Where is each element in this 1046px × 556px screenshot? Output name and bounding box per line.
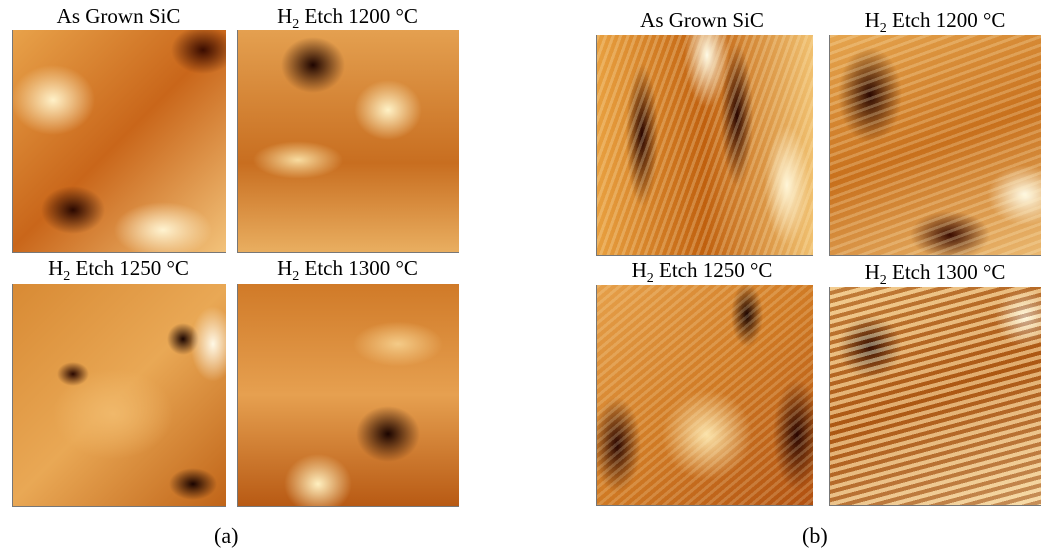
title-text: Etch 1300 °C (887, 260, 1006, 284)
image-title: As Grown SiC (592, 8, 812, 33)
afm-image (596, 35, 813, 256)
panel-label: (b) (802, 523, 828, 549)
image-title: H2 Etch 1250 °C (12, 256, 225, 285)
title-subscript: 2 (880, 21, 887, 36)
image-title: H2 Etch 1200 °C (826, 8, 1044, 37)
afm-image (596, 285, 813, 506)
title-text: H (48, 256, 63, 280)
title-subscript: 2 (880, 273, 887, 288)
title-text: H (865, 8, 880, 32)
title-text: H (865, 260, 880, 284)
title-text: H (277, 256, 292, 280)
title-text: Etch 1250 °C (70, 256, 189, 280)
title-text: As Grown SiC (57, 4, 181, 28)
title-subscript: 2 (647, 271, 654, 286)
title-text: Etch 1250 °C (654, 258, 773, 282)
afm-image (12, 284, 226, 507)
title-text: H (632, 258, 647, 282)
image-title: H2 Etch 1200 °C (237, 4, 458, 33)
image-title: H2 Etch 1300 °C (237, 256, 458, 285)
image-title: H2 Etch 1300 °C (826, 260, 1044, 289)
title-text: Etch 1300 °C (299, 256, 418, 280)
title-text: As Grown SiC (640, 8, 764, 32)
afm-image (829, 287, 1041, 506)
afm-image (12, 30, 226, 253)
image-title: As Grown SiC (12, 4, 225, 29)
title-text: Etch 1200 °C (299, 4, 418, 28)
afm-image (237, 284, 459, 507)
afm-image (829, 35, 1041, 256)
afm-image (237, 30, 459, 253)
image-title: H2 Etch 1250 °C (592, 258, 812, 287)
title-text: H (277, 4, 292, 28)
panel-label: (a) (214, 523, 238, 549)
title-text: Etch 1200 °C (887, 8, 1006, 32)
page: As Grown SiC H2 Etch 1200 °C H2 Etch 125… (0, 0, 1046, 556)
